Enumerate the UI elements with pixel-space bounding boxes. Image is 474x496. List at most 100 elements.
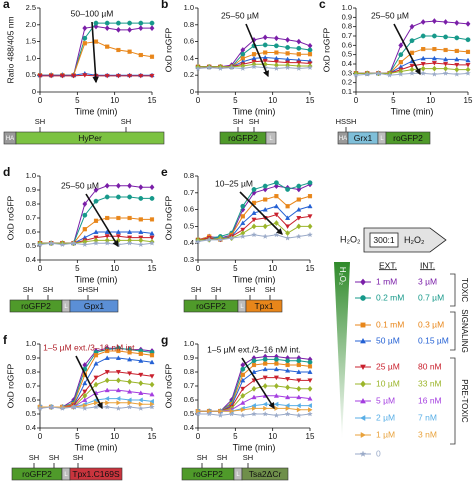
construct-domain: [69, 467, 123, 481]
data-point: [285, 51, 290, 56]
construct-domain: [385, 131, 431, 145]
data-point: [307, 231, 313, 238]
data-point: [116, 194, 121, 200]
data-point: [149, 353, 155, 358]
legend-ext: 1 µM: [376, 429, 395, 439]
data-point: [295, 412, 302, 418]
data-point: [149, 73, 155, 79]
reaction-left: H₂O₂: [340, 234, 361, 244]
data-point: [285, 367, 291, 373]
data-point: [296, 216, 302, 221]
data-point: [420, 62, 426, 67]
data-point: [274, 50, 279, 55]
legend-ext: 25 µM: [376, 361, 400, 371]
reaction-ratio: 300:1: [373, 235, 395, 245]
data-point: [263, 50, 268, 55]
data-point: [273, 356, 279, 362]
y-tick-label: 0.2: [342, 78, 352, 87]
y-tick-label: 1.0: [184, 3, 194, 12]
data-point: [431, 61, 437, 66]
data-point: [296, 52, 301, 57]
data-point: [296, 385, 302, 392]
data-point: [398, 42, 404, 49]
x-tick-label: 5: [233, 432, 238, 441]
y-tick-label: 0.3: [342, 68, 352, 77]
y-tick-label: 0.8: [184, 20, 194, 29]
y-tick-label: 0.5: [184, 409, 194, 418]
legend-marker: [359, 450, 367, 457]
data-point: [285, 45, 290, 50]
data-point: [127, 182, 133, 189]
data-point: [273, 59, 279, 65]
data-point: [285, 215, 291, 220]
data-point: [149, 381, 155, 388]
data-point: [420, 55, 426, 61]
x-tick-label: 15: [464, 96, 473, 105]
y-tick-label: 0.2: [184, 70, 194, 79]
construct-domain-label: L: [64, 304, 68, 310]
data-point: [296, 223, 302, 230]
data-point: [104, 194, 110, 200]
data-point: [273, 383, 279, 389]
data-point: [431, 65, 437, 72]
legend-ext: 1 mM: [376, 276, 397, 286]
y-tick-label: 0.9: [184, 353, 194, 362]
x-tick-label: 5: [75, 96, 80, 105]
data-point: [104, 387, 110, 393]
x-tick-label: 10: [110, 432, 119, 441]
y-tick-label: 0.9: [26, 185, 36, 194]
series-line: [40, 25, 152, 76]
site-label: SH: [233, 117, 243, 126]
y-axis-title: OxD roGFP: [5, 363, 15, 408]
y-tick-label: 0.4: [342, 59, 352, 68]
data-point: [307, 385, 313, 392]
data-point: [93, 375, 99, 381]
data-point: [421, 46, 426, 52]
construct-domain-label: Gpx1: [84, 301, 105, 311]
data-point: [93, 20, 99, 26]
data-point: [116, 20, 121, 26]
data-point: [127, 73, 133, 79]
data-point: [262, 223, 268, 230]
data-point: [262, 206, 268, 212]
data-point: [432, 46, 437, 52]
data-point: [420, 33, 426, 39]
data-point: [262, 183, 268, 189]
annotation: 1–5 µM ext./3–16 nM int.: [207, 344, 301, 354]
data-point: [240, 366, 246, 372]
y-tick-label: 0.5: [26, 409, 36, 418]
data-point: [296, 45, 302, 51]
y-tick-label: 0: [32, 87, 36, 96]
data-point: [285, 36, 291, 43]
annotation-arrow: [75, 355, 103, 410]
data-point: [138, 229, 144, 234]
construct-domain-label: roGFP2: [193, 469, 223, 479]
data-point: [296, 38, 302, 45]
data-point: [82, 389, 88, 395]
data-point: [307, 369, 313, 374]
construct-domain-label: L: [64, 472, 68, 478]
series-line: [40, 185, 152, 244]
y-tick-label: 1.0: [26, 53, 36, 62]
data-point: [296, 403, 301, 409]
annotation: 25–50 µM: [221, 10, 259, 20]
group-bracket: [450, 311, 456, 351]
data-point: [262, 42, 268, 48]
data-point: [116, 47, 121, 53]
data-point: [93, 381, 99, 388]
annotation-arrow: [245, 23, 269, 78]
site-label: SH: [245, 285, 255, 294]
data-point: [82, 35, 88, 41]
data-point: [251, 385, 257, 392]
data-point: [93, 187, 99, 193]
data-point: [295, 65, 302, 71]
construct-domain-label: L: [236, 472, 240, 478]
data-point: [81, 241, 88, 248]
data-point: [82, 212, 88, 218]
legend-ext: 0.1 mM: [376, 319, 404, 329]
data-point: [273, 401, 279, 407]
data-point: [59, 73, 65, 79]
legend-marker: [360, 380, 366, 388]
data-point: [465, 37, 471, 43]
data-point: [262, 233, 269, 239]
